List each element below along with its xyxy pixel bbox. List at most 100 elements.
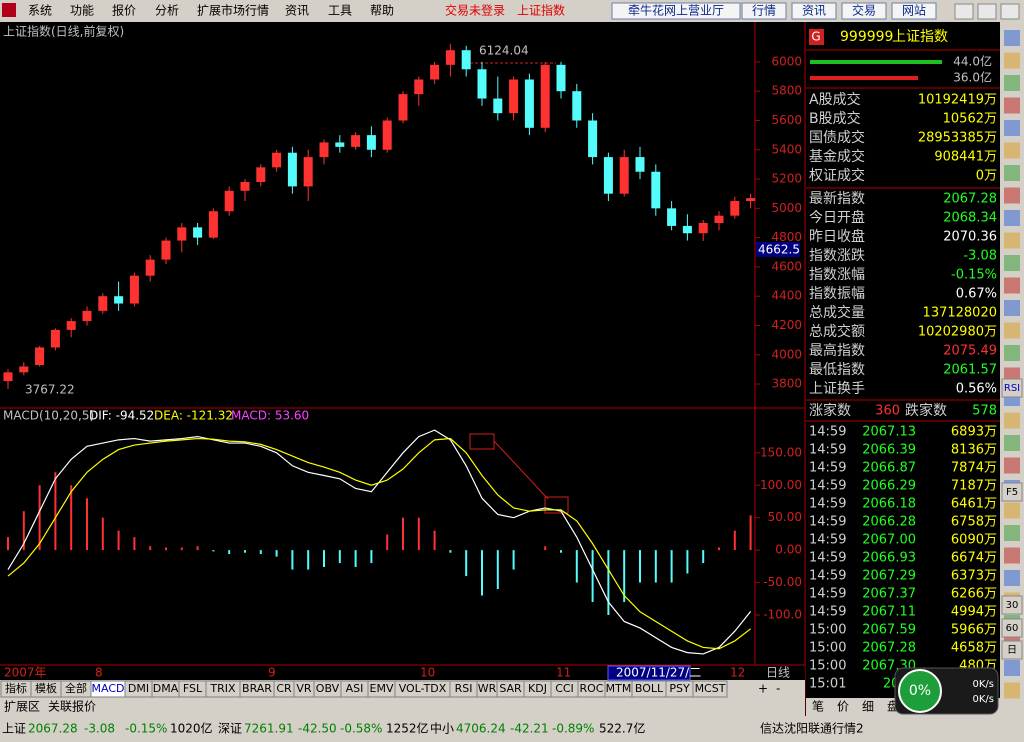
tab-label[interactable]: KDJ (528, 682, 547, 695)
link-button[interactable] (791, 2, 837, 20)
sub-tab-bar (0, 698, 805, 716)
menu-item[interactable]: 系统 (28, 4, 52, 18)
tab[interactable] (692, 680, 728, 698)
tool-icon[interactable] (1004, 525, 1020, 541)
tool-icon[interactable] (1004, 502, 1020, 519)
tab-label[interactable]: ASI (346, 682, 364, 695)
restore-button[interactable] (977, 3, 997, 20)
menu-item[interactable]: 扩展市场行情 (197, 3, 269, 18)
tool-icon[interactable] (1004, 547, 1020, 564)
menu-status[interactable]: 交易未登录 (445, 3, 505, 18)
tool-icon[interactable] (1004, 682, 1020, 699)
tool-button[interactable] (1001, 378, 1023, 398)
tool-icon[interactable] (1004, 142, 1020, 159)
tab-label[interactable]: 全部 (65, 681, 87, 695)
tab-label[interactable]: BOLL (635, 682, 664, 695)
menu-item[interactable]: 帮助 (370, 4, 394, 18)
tool-label[interactable]: F5 (1006, 487, 1018, 498)
tick-tab[interactable]: 细 (862, 700, 874, 714)
link-label[interactable]: 交易 (852, 3, 876, 18)
link-button[interactable] (611, 2, 741, 20)
tool-icon[interactable] (1004, 165, 1020, 181)
menu-item[interactable]: 资讯 (285, 4, 309, 18)
tool-icon[interactable] (1004, 322, 1020, 339)
tool-icon[interactable] (1004, 255, 1020, 271)
tab-label[interactable]: DMI (128, 682, 149, 695)
tool-icon[interactable] (1004, 457, 1020, 474)
tab-label[interactable]: OBV (316, 682, 340, 695)
tab-label[interactable]: FSL (183, 682, 203, 695)
tool-button[interactable] (1001, 640, 1023, 660)
tool-button[interactable] (1001, 595, 1023, 615)
tool-icon[interactable] (1004, 75, 1020, 91)
down-count: 578 (972, 404, 997, 419)
tab-label[interactable]: ROC (580, 682, 604, 695)
tab-label[interactable]: 模板 (35, 681, 57, 695)
candle-body (240, 181, 250, 191)
menu-status[interactable]: 上证指数 (517, 3, 565, 18)
tool-icon[interactable] (1004, 97, 1020, 114)
sub-tab[interactable]: 扩展区 (4, 700, 40, 714)
tab-label[interactable]: MCST (695, 682, 726, 695)
tick-tab[interactable]: 笔 (812, 699, 824, 714)
tool-icon[interactable] (1004, 300, 1020, 316)
tool-button[interactable] (1001, 618, 1023, 638)
tab-label[interactable]: WR (478, 682, 497, 695)
tab-label[interactable]: CCI (555, 682, 574, 695)
tool-icon[interactable] (1004, 120, 1020, 136)
link-button[interactable] (741, 2, 787, 20)
candle-body (303, 157, 313, 187)
link-label[interactable]: 牵牛花网上营业厅 (628, 3, 724, 18)
tool-icon[interactable] (1004, 52, 1020, 69)
tool-label[interactable]: 30 (1006, 600, 1019, 611)
tab-label[interactable]: VR (296, 682, 312, 695)
tab-label[interactable]: VOL-TDX (399, 682, 447, 695)
close-button[interactable] (1000, 3, 1020, 20)
tool-icon[interactable] (1004, 277, 1020, 294)
tab-label[interactable]: MTM (606, 682, 632, 695)
tab-label[interactable]: BRAR (242, 682, 272, 695)
tool-label[interactable]: 60 (1006, 623, 1019, 634)
tool-label[interactable]: 日 (1007, 645, 1017, 656)
tab-label[interactable]: MACD (92, 682, 125, 695)
tick-volume: 6674万 (951, 551, 997, 566)
link-label[interactable]: 行情 (752, 4, 776, 18)
link-label[interactable]: 资讯 (802, 4, 826, 18)
tool-icon[interactable] (1004, 435, 1020, 451)
tool-icon[interactable] (1004, 232, 1020, 249)
sub-tab[interactable]: 关联报价 (48, 699, 96, 714)
menu-item[interactable]: 工具 (328, 4, 352, 18)
tool-icon[interactable] (1004, 210, 1020, 226)
tool-icon[interactable] (1004, 187, 1020, 204)
tool-icon[interactable] (1004, 660, 1020, 676)
candle-body (603, 157, 613, 194)
menu-item[interactable]: 功能 (70, 4, 94, 18)
tab-label[interactable]: TRIX (209, 682, 236, 695)
candle-body (651, 171, 661, 209)
tab-label[interactable]: PSY (669, 682, 690, 695)
link-label[interactable]: 网站 (902, 4, 926, 18)
quote-name: 上证指数 (892, 29, 948, 45)
candle-body (19, 366, 29, 373)
tab-label[interactable]: EMV (370, 682, 394, 695)
tool-icon[interactable] (1004, 570, 1020, 586)
tool-icon[interactable] (1004, 412, 1020, 429)
tool-button[interactable] (1001, 482, 1023, 502)
tick-tab[interactable]: 价 (837, 700, 849, 714)
menu-item[interactable]: 分析 (155, 4, 179, 18)
menu-item[interactable]: 报价 (112, 3, 136, 18)
tab-button[interactable]: + (758, 682, 768, 696)
tab-label[interactable]: CR (276, 682, 292, 695)
tab-button[interactable]: - (776, 682, 780, 696)
tool-label[interactable]: RSI (1004, 383, 1020, 394)
minimize-button[interactable] (954, 3, 974, 20)
link-button[interactable] (841, 2, 887, 20)
tab-label[interactable]: DMA (153, 682, 179, 695)
tab-label[interactable]: SAR (499, 682, 522, 695)
tab-label[interactable]: 指标 (5, 681, 27, 695)
y-tick-label: 5400 (771, 142, 802, 156)
tool-icon[interactable] (1004, 345, 1020, 361)
tool-icon[interactable] (1004, 30, 1020, 46)
tab-label[interactable]: RSI (455, 682, 473, 695)
link-button[interactable] (891, 2, 937, 20)
